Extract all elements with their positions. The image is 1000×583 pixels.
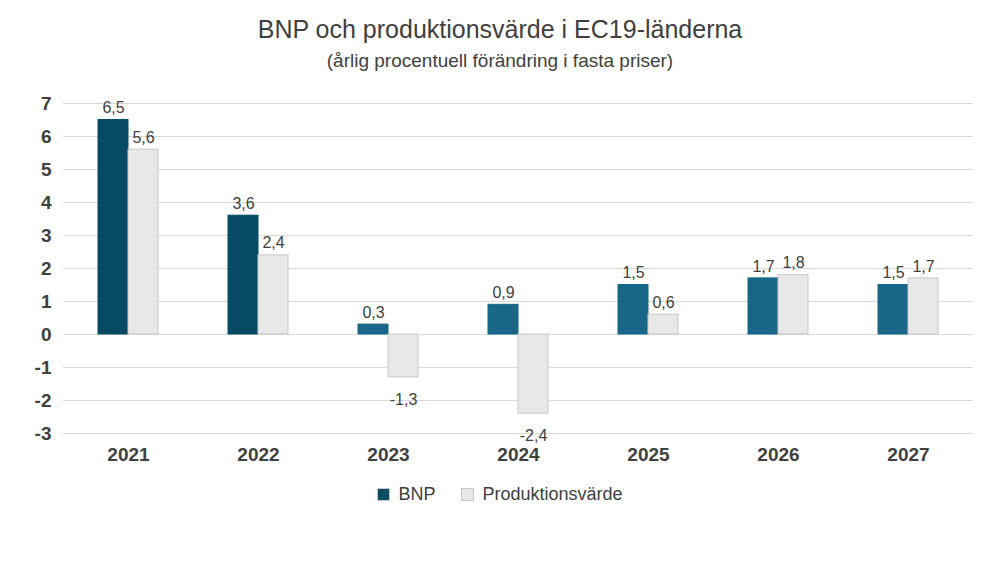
svg-text:2025: 2025 bbox=[627, 444, 670, 465]
svg-text:-3: -3 bbox=[35, 423, 52, 444]
svg-text:6: 6 bbox=[41, 126, 52, 147]
svg-text:2021: 2021 bbox=[107, 444, 150, 465]
svg-text:1,7: 1,7 bbox=[752, 258, 774, 275]
svg-text:0,9: 0,9 bbox=[492, 284, 514, 301]
svg-text:0,3: 0,3 bbox=[362, 304, 384, 321]
svg-text:3,6: 3,6 bbox=[232, 195, 254, 212]
html-text:Produktionsvärde: Produktionsvärde bbox=[482, 484, 623, 504]
svg-text:-2,4: -2,4 bbox=[520, 427, 548, 444]
svg-text:1: 1 bbox=[41, 291, 52, 312]
svg-text:0: 0 bbox=[41, 324, 52, 345]
svg-text:1,5: 1,5 bbox=[882, 264, 904, 281]
svg-text:-1: -1 bbox=[35, 357, 52, 378]
html-text:BNP: BNP bbox=[398, 484, 436, 504]
svg-text:2024: 2024 bbox=[497, 444, 540, 465]
svg-text:0,6: 0,6 bbox=[652, 294, 674, 311]
svg-text:1,7: 1,7 bbox=[912, 258, 934, 275]
svg-text:6,5: 6,5 bbox=[102, 99, 124, 116]
svg-text:2023: 2023 bbox=[367, 444, 409, 465]
svg-text:2: 2 bbox=[41, 258, 52, 279]
svg-text:3: 3 bbox=[41, 225, 52, 246]
svg-text:-1,3: -1,3 bbox=[390, 391, 418, 408]
svg-text:5: 5 bbox=[41, 159, 52, 180]
svg-text:4: 4 bbox=[41, 192, 52, 213]
svg-text:7: 7 bbox=[41, 93, 52, 114]
svg-text:2026: 2026 bbox=[757, 444, 799, 465]
svg-text:-2: -2 bbox=[35, 390, 52, 411]
svg-text:2022: 2022 bbox=[237, 444, 279, 465]
svg-text:1,5: 1,5 bbox=[622, 264, 644, 281]
html-text:(årlig procentuell förändring: (årlig procentuell förändring i fasta pr… bbox=[326, 50, 674, 71]
html-text:BNP och produktionsvärde i EC1: BNP och produktionsvärde i EC19-länderna bbox=[257, 15, 743, 43]
svg-text:5,6: 5,6 bbox=[132, 129, 154, 146]
svg-text:2,4: 2,4 bbox=[262, 234, 284, 251]
svg-text:1,8: 1,8 bbox=[782, 254, 804, 271]
svg-text:2027: 2027 bbox=[887, 444, 929, 465]
